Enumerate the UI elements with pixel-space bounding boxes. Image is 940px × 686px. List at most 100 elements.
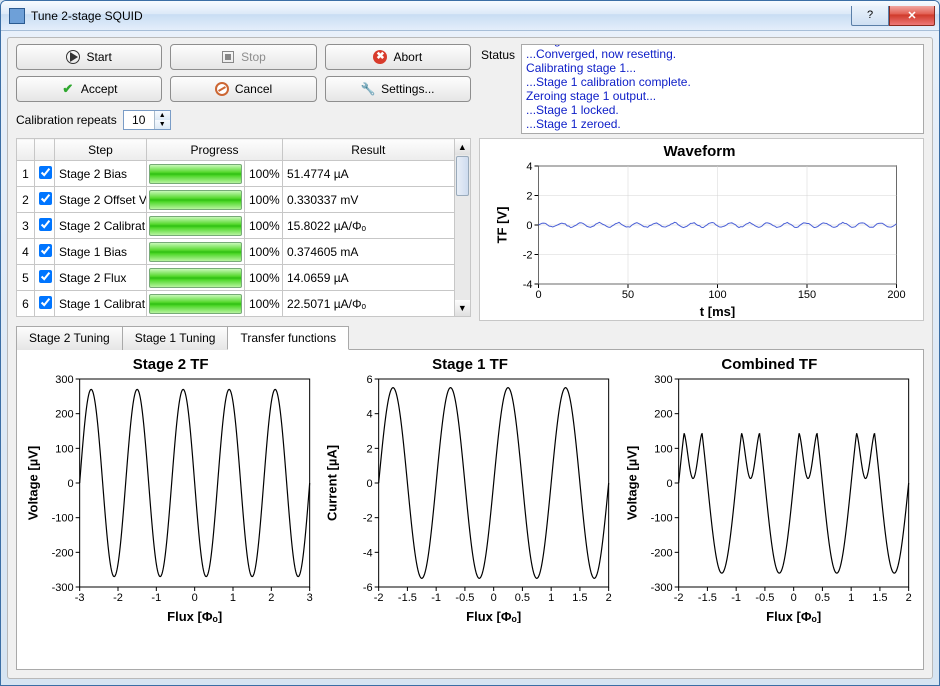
tf-chart-combined-tf: Combined TF-2-1.5-1-0.500.511.52-300-200… (622, 356, 917, 663)
row-checkbox[interactable] (39, 296, 52, 309)
svg-text:100: 100 (654, 443, 672, 455)
table-row[interactable]: 2Stage 2 Offset V100%0.330337 mV (17, 187, 455, 213)
col-result[interactable]: Result (283, 139, 455, 161)
svg-text:1.5: 1.5 (872, 592, 887, 604)
steps-table: Step Progress Result 1Stage 2 Bias100%51… (16, 138, 455, 317)
svg-text:Voltage [µV]: Voltage [µV] (26, 446, 41, 520)
svg-text:100: 100 (708, 289, 726, 301)
accept-button[interactable]: Accept (16, 76, 162, 102)
abort-icon: ✖ (373, 50, 387, 64)
table-row[interactable]: 6Stage 1 Calibrat100%22.5071 µA/Φₒ (17, 291, 455, 317)
app-window: Tune 2-stage SQUID ? ✕ Start Stop (0, 0, 940, 686)
status-line: ...Stage 1 locked. (526, 103, 919, 117)
progress-bar (149, 190, 242, 210)
svg-text:Voltage [µV]: Voltage [µV] (624, 446, 639, 520)
accept-label: Accept (81, 82, 118, 96)
svg-text:-1.5: -1.5 (398, 592, 417, 604)
table-row[interactable]: 4Stage 1 Bias100%0.374605 mA (17, 239, 455, 265)
tab-transfer-functions[interactable]: Transfer functions (227, 326, 349, 350)
calibration-repeats-spinner[interactable]: ▲ ▼ (123, 110, 171, 130)
svg-text:200: 200 (55, 409, 73, 421)
stop-icon (222, 51, 234, 63)
row-checkbox[interactable] (39, 192, 52, 205)
row-checkbox[interactable] (39, 218, 52, 231)
svg-text:0: 0 (526, 220, 532, 232)
calibration-repeats-label: Calibration repeats (16, 113, 117, 127)
svg-text:200: 200 (654, 409, 672, 421)
status-log[interactable]: ...Stage 2 locked....Converged, now rese… (521, 44, 924, 134)
col-progress[interactable]: Progress (147, 139, 283, 161)
svg-text:2: 2 (606, 592, 612, 604)
status-line: Calibrating stage 1... (526, 61, 919, 75)
table-row[interactable]: 5Stage 2 Flux100%14.0659 µA (17, 265, 455, 291)
waveform-panel: Waveform 050100150200-4-2024t [ms]TF [V] (479, 138, 924, 321)
row-index: 3 (17, 213, 35, 239)
tf-chart-svg: -2-1.5-1-0.500.511.52-6-4-20246Flux [Φₒ]… (322, 373, 617, 623)
cancel-label: Cancel (235, 82, 272, 96)
spinner-down[interactable]: ▼ (155, 120, 170, 129)
abort-label: Abort (393, 50, 422, 64)
row-checkbox[interactable] (39, 270, 52, 283)
scroll-up-icon[interactable]: ▲ (455, 139, 470, 155)
svg-text:2: 2 (905, 592, 911, 604)
row-result: 22.5071 µA/Φₒ (283, 291, 455, 317)
svg-text:2: 2 (268, 592, 274, 604)
calibration-repeats-input[interactable] (124, 111, 154, 129)
spinner-up[interactable]: ▲ (155, 111, 170, 120)
table-row[interactable]: 1Stage 2 Bias100%51.4774 µA (17, 161, 455, 187)
check-icon (61, 82, 75, 96)
control-buttons: Start Stop ✖ Abort Accept (16, 44, 471, 102)
svg-text:0: 0 (367, 478, 373, 490)
close-button[interactable]: ✕ (889, 6, 935, 26)
row-index: 1 (17, 161, 35, 187)
col-step[interactable]: Step (55, 139, 147, 161)
row-step: Stage 1 Bias (55, 239, 147, 265)
svg-text:2: 2 (367, 443, 373, 455)
svg-text:-3: -3 (75, 592, 85, 604)
row-result: 14.0659 µA (283, 265, 455, 291)
row-step: Stage 2 Offset V (55, 187, 147, 213)
cancel-button[interactable]: Cancel (170, 76, 316, 102)
svg-text:Flux [Φₒ]: Flux [Φₒ] (766, 609, 821, 623)
help-button[interactable]: ? (851, 6, 889, 26)
svg-text:-200: -200 (52, 547, 74, 559)
tf-chart-title: Combined TF (622, 356, 917, 373)
svg-text:-0.5: -0.5 (755, 592, 774, 604)
waveform-title: Waveform (484, 143, 915, 160)
row-checkbox[interactable] (39, 244, 52, 257)
tab-stage-1-tuning[interactable]: Stage 1 Tuning (122, 326, 229, 350)
row-pct: 100% (245, 161, 283, 187)
scroll-thumb[interactable] (456, 156, 469, 196)
tab-stage-2-tuning[interactable]: Stage 2 Tuning (16, 326, 123, 350)
play-icon (66, 50, 80, 64)
titlebar: Tune 2-stage SQUID ? ✕ (1, 1, 939, 31)
table-row[interactable]: 3Stage 2 Calibrat100%15.8022 µA/Φₒ (17, 213, 455, 239)
row-result: 0.374605 mA (283, 239, 455, 265)
svg-text:2: 2 (526, 191, 532, 203)
scroll-down-icon[interactable]: ▼ (455, 300, 470, 316)
settings-label: Settings... (381, 82, 434, 96)
svg-text:-1: -1 (151, 592, 161, 604)
row-pct: 100% (245, 187, 283, 213)
svg-text:0: 0 (68, 478, 74, 490)
svg-text:-1: -1 (432, 592, 442, 604)
stop-button[interactable]: Stop (170, 44, 316, 70)
abort-button[interactable]: ✖ Abort (325, 44, 471, 70)
waveform-chart: 050100150200-4-2024t [ms]TF [V] (484, 160, 915, 318)
svg-text:150: 150 (798, 289, 816, 301)
svg-text:300: 300 (55, 374, 73, 386)
settings-button[interactable]: Settings... (325, 76, 471, 102)
row-result: 0.330337 mV (283, 187, 455, 213)
svg-text:4: 4 (526, 161, 532, 173)
progress-bar (149, 216, 242, 236)
svg-text:0: 0 (790, 592, 796, 604)
row-checkbox[interactable] (39, 166, 52, 179)
svg-text:Current [µA]: Current [µA] (325, 445, 340, 521)
table-scrollbar[interactable]: ▲ ▼ (455, 138, 471, 317)
svg-text:300: 300 (654, 374, 672, 386)
start-button[interactable]: Start (16, 44, 162, 70)
svg-text:-4: -4 (363, 547, 373, 559)
progress-bar (149, 294, 242, 314)
cancel-icon (215, 82, 229, 96)
tf-chart-title: Stage 1 TF (322, 356, 617, 373)
